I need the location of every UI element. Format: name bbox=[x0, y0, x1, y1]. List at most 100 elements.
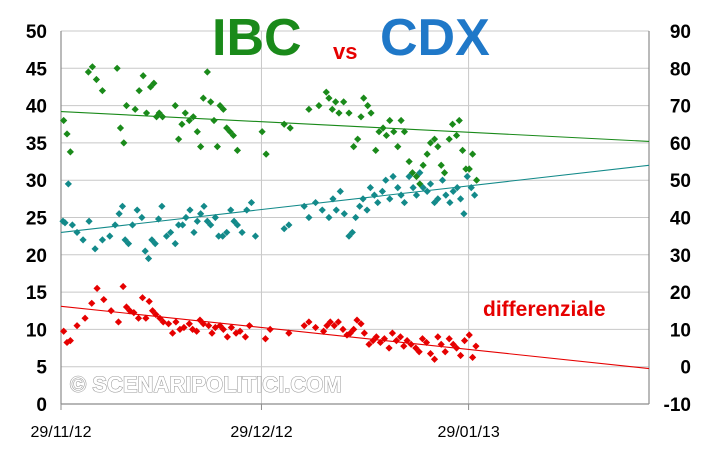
point-cdx bbox=[64, 180, 72, 188]
point-differenziale bbox=[73, 322, 81, 330]
y-left-tick-label: 10 bbox=[26, 320, 47, 341]
point-differenziale bbox=[199, 320, 207, 328]
point-ibc bbox=[92, 75, 101, 84]
point-differenziale bbox=[434, 333, 442, 341]
point-differenziale bbox=[164, 320, 173, 328]
point-differenziale bbox=[396, 333, 405, 341]
point-differenziale bbox=[326, 318, 334, 326]
point-ibc bbox=[258, 128, 266, 136]
point-differenziale bbox=[465, 331, 473, 339]
point-ibc bbox=[135, 87, 143, 95]
point-differenziale bbox=[145, 297, 153, 306]
point-ibc bbox=[197, 143, 205, 151]
y-left-tick-label: 50 bbox=[26, 22, 47, 43]
point-cdx bbox=[73, 228, 81, 237]
point-differenziale bbox=[412, 344, 420, 352]
title-ibc: IBC bbox=[212, 9, 302, 67]
point-differenziale bbox=[418, 335, 427, 343]
y-left-tick-label: 5 bbox=[36, 358, 47, 379]
point-ibc bbox=[262, 150, 270, 158]
point-differenziale bbox=[403, 336, 411, 345]
point-cdx bbox=[300, 202, 308, 210]
point-ibc bbox=[423, 150, 431, 158]
y-right-tick-label: 70 bbox=[670, 97, 691, 118]
point-ibc bbox=[360, 94, 368, 102]
y-right-tick-label: 90 bbox=[670, 22, 691, 43]
point-cdx bbox=[305, 213, 313, 222]
point-cdx bbox=[223, 228, 231, 237]
point-differenziale bbox=[376, 338, 384, 347]
x-tick-label: 29/11/12 bbox=[30, 424, 91, 441]
point-cdx bbox=[318, 206, 326, 214]
point-cdx bbox=[460, 210, 468, 218]
point-cdx bbox=[332, 206, 340, 214]
point-cdx bbox=[91, 245, 99, 253]
point-ibc bbox=[473, 176, 481, 184]
y-left-tick-label: 0 bbox=[36, 395, 47, 416]
point-differenziale bbox=[472, 342, 480, 350]
point-ibc bbox=[405, 157, 413, 166]
point-cdx bbox=[186, 206, 194, 214]
point-differenziale bbox=[305, 318, 313, 326]
point-ibc bbox=[345, 109, 353, 117]
point-ibc bbox=[113, 64, 121, 72]
point-cdx bbox=[394, 184, 402, 192]
point-cdx bbox=[463, 172, 471, 181]
point-cdx bbox=[423, 187, 431, 195]
point-differenziale bbox=[93, 284, 101, 292]
point-ibc bbox=[315, 102, 323, 110]
point-cdx bbox=[166, 228, 175, 237]
point-differenziale bbox=[172, 318, 180, 326]
point-ibc bbox=[340, 98, 348, 106]
point-cdx bbox=[111, 221, 119, 229]
point-differenziale bbox=[330, 322, 338, 330]
point-differenziale bbox=[156, 314, 164, 322]
point-differenziale bbox=[185, 320, 193, 328]
point-cdx bbox=[352, 213, 360, 222]
point-ibc bbox=[357, 113, 365, 121]
point-cdx bbox=[359, 195, 367, 203]
point-differenziale bbox=[441, 348, 449, 356]
point-differenziale bbox=[400, 342, 408, 350]
point-differenziale bbox=[119, 282, 127, 291]
point-differenziale bbox=[407, 340, 415, 348]
y-right-tick-label: 50 bbox=[670, 171, 691, 192]
point-ibc bbox=[175, 135, 183, 143]
y-left-tick-label: 20 bbox=[26, 246, 47, 267]
point-differenziale bbox=[369, 336, 377, 345]
point-cdx bbox=[397, 191, 405, 199]
point-differenziale bbox=[319, 327, 328, 335]
point-cdx bbox=[453, 184, 461, 192]
point-ibc bbox=[465, 165, 473, 173]
point-cdx bbox=[85, 217, 93, 225]
point-differenziale bbox=[176, 325, 184, 333]
point-differenziale bbox=[372, 333, 380, 341]
point-ibc bbox=[116, 124, 125, 132]
point-differenziale bbox=[60, 327, 68, 335]
chart-title: IBC vs CDX bbox=[212, 9, 490, 67]
point-ibc bbox=[189, 113, 197, 121]
point-cdx bbox=[370, 191, 378, 199]
point-ibc bbox=[203, 68, 211, 76]
point-ibc bbox=[452, 131, 461, 140]
point-cdx bbox=[118, 202, 127, 210]
point-cdx bbox=[207, 221, 215, 229]
point-cdx bbox=[336, 187, 344, 195]
point-cdx bbox=[363, 206, 371, 214]
point-cdx bbox=[345, 232, 353, 240]
y-right-tick-label: 0 bbox=[680, 358, 691, 379]
point-ibc bbox=[98, 87, 107, 95]
point-ibc bbox=[181, 109, 189, 117]
point-cdx bbox=[378, 187, 386, 195]
point-differenziale bbox=[138, 294, 147, 302]
point-differenziale bbox=[81, 314, 89, 322]
point-differenziale bbox=[426, 350, 435, 358]
point-cdx bbox=[219, 232, 227, 240]
title-cdx: CDX bbox=[380, 9, 490, 67]
point-cdx bbox=[154, 215, 163, 223]
point-cdx bbox=[200, 202, 208, 210]
point-differenziale bbox=[357, 320, 365, 328]
point-ibc bbox=[233, 146, 241, 154]
